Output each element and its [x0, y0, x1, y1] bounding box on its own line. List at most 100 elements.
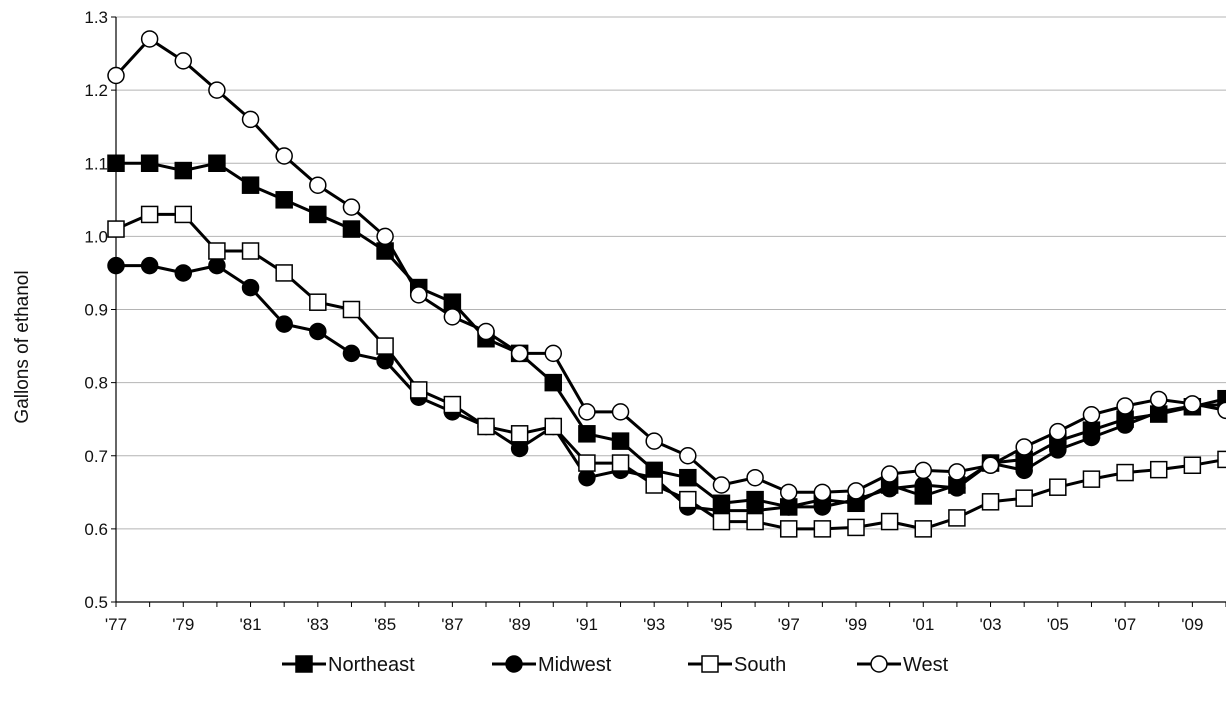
data-point-west [948, 463, 966, 481]
data-point-south [510, 425, 529, 443]
x-tick-label: '81 [239, 615, 261, 634]
legend-label-south: South [734, 654, 786, 676]
data-point-midwest [275, 315, 293, 333]
data-point-west [712, 476, 731, 494]
data-point-south [376, 337, 394, 355]
data-point-west [1015, 438, 1033, 456]
data-point-northeast [309, 205, 327, 224]
legend-item-midwest: Midwest [492, 654, 612, 676]
data-point-west [779, 483, 798, 502]
x-tick-label: '05 [1047, 615, 1069, 634]
data-point-west [847, 482, 865, 500]
series-west [107, 30, 1226, 502]
legend-marker-south [701, 655, 719, 673]
data-point-west [409, 286, 428, 304]
y-tick-label: 1.2 [84, 81, 108, 100]
data-point-midwest [813, 498, 832, 516]
axes [111, 16, 1226, 607]
data-point-west [275, 147, 293, 165]
data-point-midwest [510, 439, 529, 458]
data-point-midwest [208, 256, 226, 275]
x-tick-label: '03 [979, 615, 1001, 634]
y-tick-label: 1.3 [84, 8, 108, 27]
data-point-west [578, 403, 596, 421]
x-tick-label: '89 [509, 615, 531, 634]
data-point-northeast [611, 432, 630, 450]
data-point-south [443, 395, 462, 414]
data-point-midwest [880, 479, 899, 498]
y-tick-label: 0.7 [84, 447, 108, 466]
y-axis-tick-labels: 0.5 0.6 0.7 0.8 0.9 1.0 1.1 1.2 1.3 [84, 8, 108, 612]
data-point-south [712, 512, 731, 531]
x-tick-label: '07 [1114, 615, 1136, 634]
data-point-midwest [779, 498, 798, 516]
x-axis-tick-labels: '77 '79 '81 '83 '85 '87 '89 '91 '93 '95 '97 '99 '01 '… [105, 615, 1204, 634]
x-tick-label: '79 [172, 615, 194, 634]
data-point-west [611, 403, 630, 421]
data-point-northeast [275, 191, 293, 209]
x-tick-label: '87 [441, 615, 463, 634]
data-point-south [813, 520, 832, 538]
data-point-west [241, 110, 260, 129]
data-point-south [107, 220, 125, 238]
data-point-west [1049, 422, 1067, 441]
y-tick-label: 1.1 [84, 154, 108, 173]
data-point-midwest [1049, 441, 1067, 459]
data-point-south [1049, 478, 1067, 496]
data-point-west [1116, 397, 1134, 415]
data-point-south [779, 520, 798, 538]
y-tick-label: 0.9 [84, 301, 108, 320]
data-point-west [746, 468, 764, 487]
x-tick-label: '91 [576, 615, 598, 634]
x-tick-label: '85 [374, 615, 396, 634]
series-line-northeast [116, 161, 1226, 509]
x-tick-label: '09 [1181, 615, 1203, 634]
data-point-west [1082, 406, 1101, 424]
y-tick-label: 0.8 [84, 374, 108, 393]
data-point-south [746, 512, 764, 531]
legend-label-west: West [903, 654, 949, 676]
data-point-west [140, 30, 159, 48]
data-point-south [880, 512, 899, 531]
legend-marker-midwest [505, 655, 523, 673]
data-point-south [241, 242, 260, 260]
data-point-south [208, 242, 226, 260]
data-point-northeast [208, 154, 226, 172]
data-point-south [1149, 460, 1168, 479]
data-point-south [140, 205, 159, 224]
legend-marker-northeast [295, 655, 313, 673]
series-line-west [114, 37, 1226, 494]
data-point-south [1116, 463, 1134, 482]
data-point-west [981, 456, 1000, 475]
x-tick-label: '83 [307, 615, 329, 634]
data-point-midwest [241, 278, 260, 297]
data-point-northeast [174, 161, 193, 180]
data-point-midwest [174, 264, 193, 282]
data-point-northeast [679, 468, 697, 487]
data-point-south [1217, 450, 1226, 469]
data-point-west [208, 81, 226, 99]
data-point-south [544, 417, 563, 436]
data-point-south [309, 293, 327, 311]
data-point-northeast [241, 176, 260, 194]
data-point-west [376, 227, 394, 246]
x-tick-label: '99 [845, 615, 867, 634]
data-point-south [578, 454, 596, 472]
data-point-south [174, 205, 193, 224]
data-point-midwest [342, 344, 361, 363]
data-point-west [443, 308, 462, 326]
data-point-west [309, 176, 327, 194]
data-point-northeast [140, 154, 159, 172]
data-point-northeast [578, 425, 596, 443]
y-tick-label: 0.5 [84, 593, 108, 612]
legend-item-northeast: Northeast [282, 654, 415, 676]
data-point-south [611, 454, 630, 472]
y-tick-label: 1.0 [84, 227, 108, 246]
x-tick-label: '93 [643, 615, 665, 634]
x-tick-label: '01 [912, 615, 934, 634]
data-point-south [847, 518, 865, 537]
data-point-west [342, 198, 361, 216]
legend-item-west: West [857, 654, 949, 676]
series-line-south [115, 212, 1226, 531]
x-tick-label: '77 [105, 615, 127, 634]
